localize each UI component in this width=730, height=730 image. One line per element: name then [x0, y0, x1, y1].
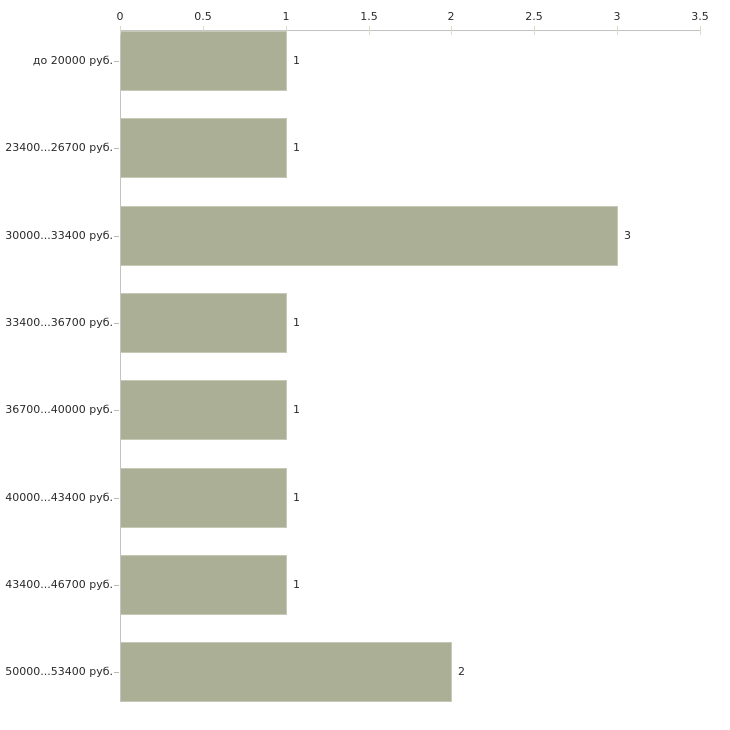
category-label: 36700...40000 руб.: [5, 403, 113, 416]
bar: [121, 468, 287, 528]
x-tick-label: 1: [282, 10, 290, 23]
value-label: 1: [293, 403, 300, 416]
category-label: 43400...46700 руб.: [5, 578, 113, 591]
value-label: 1: [293, 491, 300, 504]
bar: [121, 555, 287, 615]
value-label: 1: [293, 578, 300, 591]
x-tick-label: 0: [116, 10, 124, 23]
bar: [121, 206, 618, 266]
y-axis-line: [120, 30, 121, 702]
x-tick-mark: [617, 26, 618, 35]
category-tick-mark: [114, 148, 119, 149]
category-label: 30000...33400 руб.: [5, 229, 113, 242]
bar: [121, 31, 287, 91]
category-tick-mark: [114, 672, 119, 673]
x-tick-mark: [120, 26, 121, 35]
category-tick-mark: [114, 236, 119, 237]
x-tick-label: 3: [613, 10, 621, 23]
x-tick-label: 3.5: [691, 10, 709, 23]
category-label: 23400...26700 руб.: [5, 141, 113, 154]
category-tick-mark: [114, 410, 119, 411]
category-tick-mark: [114, 61, 119, 62]
value-label: 1: [293, 141, 300, 154]
x-tick-mark: [451, 26, 452, 35]
category-label: до 20000 руб.: [32, 54, 113, 67]
category-tick-mark: [114, 323, 119, 324]
value-label: 1: [293, 54, 300, 67]
value-label: 3: [624, 229, 631, 242]
value-label: 2: [458, 665, 465, 678]
x-tick-mark: [286, 26, 287, 35]
category-tick-mark: [114, 498, 119, 499]
bar: [121, 642, 452, 702]
bar: [121, 380, 287, 440]
x-tick-mark: [203, 26, 204, 35]
x-axis-line: [120, 30, 701, 31]
x-tick-label: 2.5: [525, 10, 543, 23]
category-label: 40000...43400 руб.: [5, 491, 113, 504]
bar: [121, 118, 287, 178]
bar: [121, 293, 287, 353]
x-tick-label: 0.5: [194, 10, 212, 23]
x-tick-mark: [534, 26, 535, 35]
category-label: 50000...53400 руб.: [5, 665, 113, 678]
x-tick-label: 1.5: [360, 10, 378, 23]
value-label: 1: [293, 316, 300, 329]
x-tick-label: 2: [447, 10, 455, 23]
category-tick-mark: [114, 585, 119, 586]
category-label: 33400...36700 руб.: [5, 316, 113, 329]
x-tick-mark: [700, 26, 701, 35]
x-tick-mark: [369, 26, 370, 35]
